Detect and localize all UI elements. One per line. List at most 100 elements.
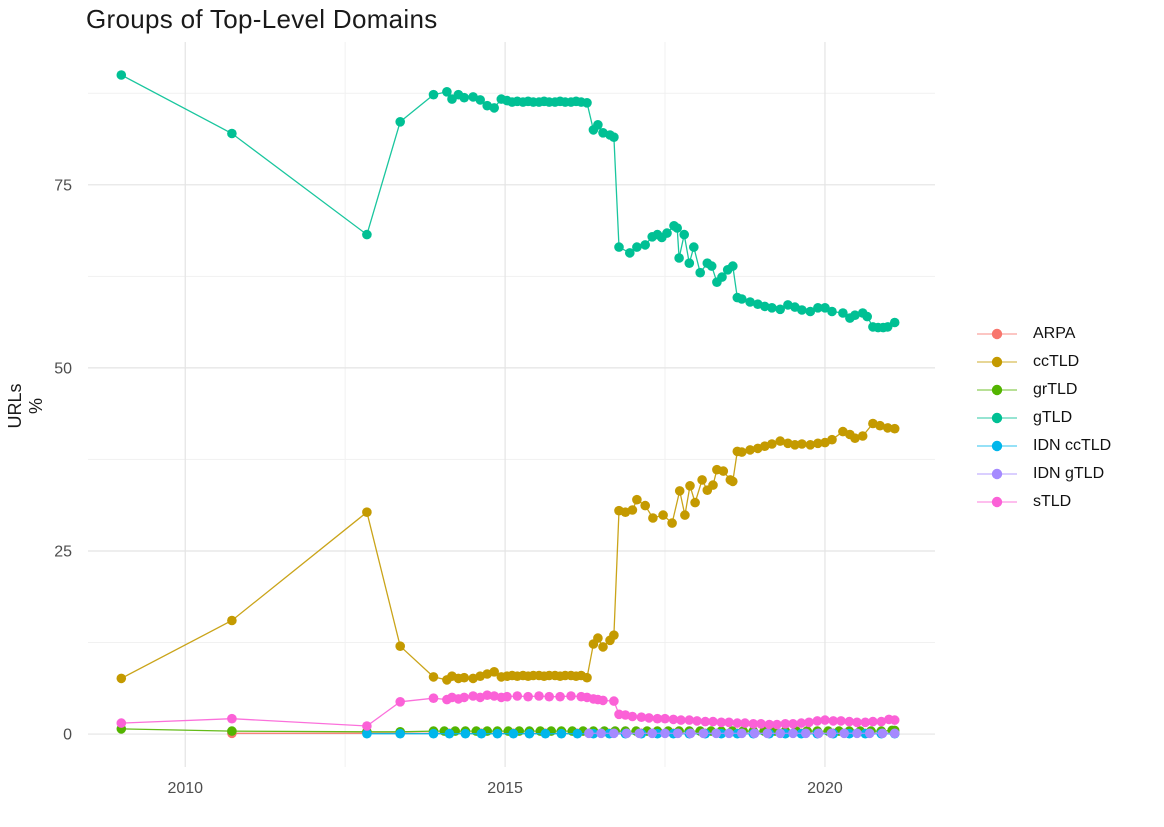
- data-point: [801, 728, 811, 739]
- series-idn-gtld: [584, 728, 900, 739]
- x-tick-label: 2010: [167, 780, 203, 797]
- legend-item-arpa: ARPA: [975, 320, 1111, 348]
- y-axis-tick-labels: 0 25 50 75: [54, 177, 72, 743]
- data-point: [566, 691, 576, 701]
- data-point: [540, 728, 551, 739]
- data-point: [660, 728, 670, 739]
- data-point: [609, 728, 619, 739]
- data-point: [625, 248, 635, 258]
- gridlines-major: [88, 42, 935, 767]
- data-point: [227, 128, 237, 139]
- data-point: [442, 87, 452, 97]
- data-point: [428, 89, 439, 100]
- data-point: [695, 267, 705, 278]
- data-point: [836, 716, 846, 726]
- data-point: [596, 728, 606, 739]
- data-point: [760, 301, 770, 312]
- data-point: [728, 261, 738, 271]
- data-point: [860, 717, 871, 728]
- data-point: [690, 497, 700, 508]
- data-point: [748, 719, 759, 729]
- data-point: [745, 445, 755, 455]
- data-point: [627, 711, 638, 722]
- data-point: [889, 317, 900, 328]
- data-point: [692, 716, 702, 726]
- data-point: [476, 728, 487, 739]
- data-point: [116, 673, 127, 684]
- legend-key-arpa-icon: [977, 328, 1017, 340]
- data-point: [572, 728, 583, 739]
- data-point: [582, 672, 592, 683]
- data-point: [627, 505, 638, 515]
- data-point: [700, 716, 711, 727]
- data-point: [674, 486, 685, 496]
- legend-key-grtld-icon: [977, 384, 1017, 396]
- data-point: [772, 719, 782, 730]
- data-point: [813, 728, 824, 739]
- legend-item-gtld: gTLD: [975, 404, 1111, 432]
- data-point: [850, 310, 860, 321]
- series-cctld: [116, 418, 900, 685]
- data-point: [875, 420, 885, 431]
- data-point: [737, 447, 747, 457]
- data-point: [706, 261, 717, 271]
- data-point: [609, 696, 619, 706]
- series-stld: [116, 690, 900, 731]
- data-point: [593, 633, 603, 643]
- data-point: [444, 728, 455, 739]
- data-point: [827, 306, 837, 317]
- data-point: [826, 728, 837, 739]
- data-point: [708, 716, 718, 727]
- data-point: [544, 691, 554, 702]
- data-point: [652, 713, 663, 724]
- data-point: [877, 728, 888, 739]
- data-point: [838, 308, 848, 318]
- data-point: [428, 672, 439, 682]
- data-point: [684, 715, 695, 725]
- data-point: [489, 103, 500, 113]
- data-point: [857, 431, 868, 441]
- data-point: [797, 305, 807, 315]
- data-point: [813, 303, 823, 313]
- data-point: [775, 304, 785, 315]
- data-point: [648, 513, 658, 523]
- data-point: [762, 728, 773, 739]
- legend-key-idn-gtld-icon: [977, 468, 1017, 480]
- data-point: [724, 717, 734, 728]
- legend-item-idn-gtld: IDN gTLD: [975, 460, 1111, 488]
- x-tick-label: 2020: [807, 780, 843, 797]
- data-point: [745, 297, 755, 307]
- x-axis-tick-labels: 2010 2015 2020: [167, 780, 842, 797]
- data-point: [489, 691, 500, 701]
- data-point: [775, 728, 785, 739]
- data-point: [749, 728, 760, 739]
- data-point: [395, 641, 406, 651]
- data-point: [556, 728, 567, 739]
- data-point: [775, 436, 785, 446]
- data-point: [812, 716, 823, 726]
- x-tick-label: 2015: [487, 780, 523, 797]
- legend-item-stld: sTLD: [975, 488, 1111, 516]
- data-point: [524, 728, 535, 739]
- data-point: [395, 728, 406, 739]
- data-point: [492, 728, 503, 739]
- data-point: [609, 132, 619, 142]
- data-point: [508, 728, 519, 739]
- legend-key-cctld-icon: [977, 356, 1017, 368]
- data-point: [362, 728, 372, 739]
- data-point: [790, 440, 800, 450]
- data-point: [852, 728, 862, 739]
- legend-key-idn-cctld-icon: [977, 440, 1017, 452]
- data-point: [598, 695, 608, 706]
- data-point: [767, 439, 777, 449]
- data-point: [868, 716, 878, 727]
- data-point: [716, 717, 727, 728]
- data-point: [684, 258, 695, 269]
- data-point: [728, 476, 738, 487]
- legend-label: gTLD: [1033, 409, 1073, 426]
- data-point: [813, 438, 823, 449]
- data-point: [227, 713, 237, 724]
- data-point: [827, 434, 837, 445]
- data-point: [680, 510, 690, 520]
- data-point: [839, 728, 849, 739]
